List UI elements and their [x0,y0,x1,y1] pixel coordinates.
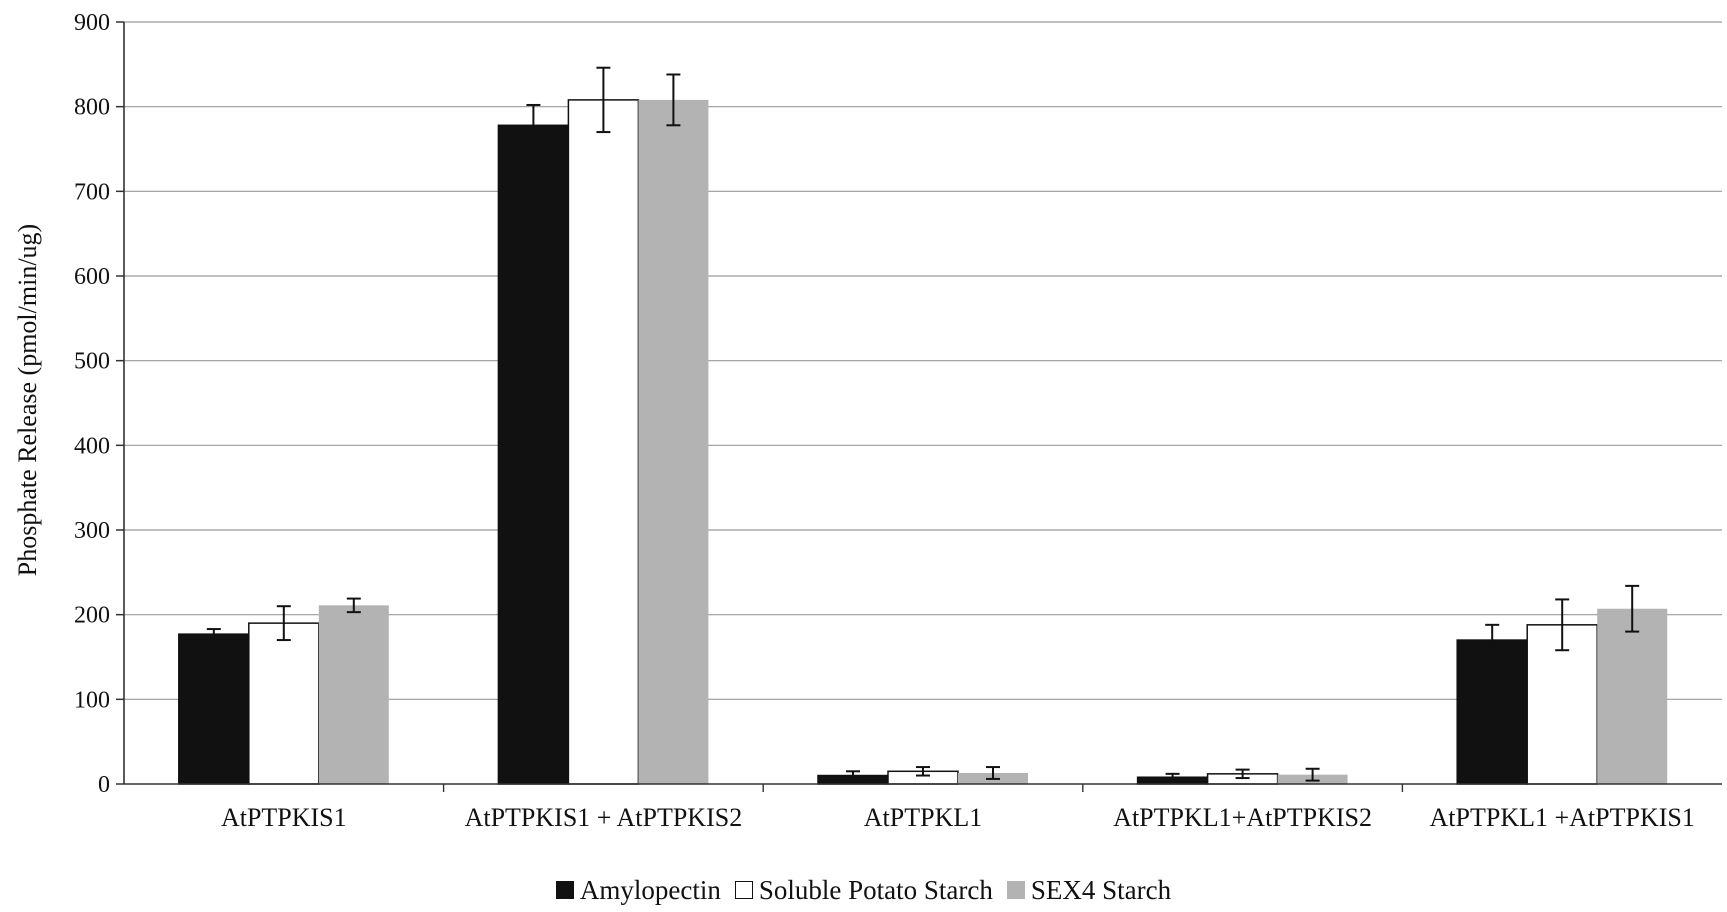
legend-swatch-sex4-starch [1006,881,1025,899]
category-label-atptpkis1-atptpkis2: AtPTPKIS1 + AtPTPKIS2 [465,803,743,832]
y-tick-label-0: 0 [98,772,110,798]
bar-amylopectin-atptpkl1-atptpkis1 [1456,639,1528,785]
legend-item-soluble-potato-starch: Soluble Potato Starch [734,874,993,906]
bar-soluble-potato-starch-atptpkis1-atptpkis2 [567,99,640,785]
legend-swatch-soluble-potato-starch [734,881,753,899]
y-tick-label-800: 800 [74,95,110,121]
legend-label-sex4-starch: SEX4 Starch [1030,874,1172,905]
bar-sex4-starch-atptpkis1 [318,605,389,784]
category-label-atptpkl1-atptpkis1: AtPTPKL1 +AtPTPKIS1 [1430,803,1695,832]
legend-label-amylopectin: Amylopectin [579,874,721,905]
y-tick-label-200: 200 [74,603,110,629]
bar-sex4-starch-atptpkis1-atptpkis2 [638,99,709,785]
category-labels: AtPTPKIS1 AtPTPKIS1 + AtPTPKIS2 AtPTPKL1 At… [221,803,1695,832]
legend-label-soluble-potato-starch: Soluble Potato Starch [758,874,993,905]
category-label-atptpkis1: AtPTPKIS1 [221,803,347,832]
legend-item-amylopectin: Amylopectin [555,874,721,906]
category-label-atptpkl1-atptpkis2: AtPTPKL1+AtPTPKIS2 [1113,803,1372,832]
legend-item-sex4-starch: SEX4 Starch [1006,874,1172,906]
bar-sex4-starch-atptpkl1-atptpkis1 [1597,608,1668,784]
bar-soluble-potato-starch-atptpkis1 [248,622,320,785]
legend-swatch-amylopectin [555,881,574,899]
y-axis-title: Phosphate Release (pmol/min/ug) [13,224,42,576]
y-tick-label-600: 600 [74,264,110,290]
error-bars [206,66,1640,782]
y-tick-label-700: 700 [74,179,110,205]
y-tick-label-100: 100 [74,687,110,713]
gridlines [124,21,1722,700]
y-tick-labels: 0 100 200 300 400 500 600 700 800 900 [74,10,110,798]
bars [178,99,1668,785]
legend: Amylopectin Soluble Potato Starch SEX4 S… [0,872,1727,908]
y-tick-label-500: 500 [74,349,110,375]
bar-amylopectin-atptpkis1-atptpkis2 [497,124,570,785]
y-tick-label-400: 400 [74,433,110,459]
y-tick-label-900: 900 [74,10,110,36]
y-tick-label-300: 300 [74,518,110,544]
category-label-atptpkl1: AtPTPKL1 [864,803,982,832]
axes [116,21,1722,792]
bar-amylopectin-atptpkis1 [178,633,250,785]
